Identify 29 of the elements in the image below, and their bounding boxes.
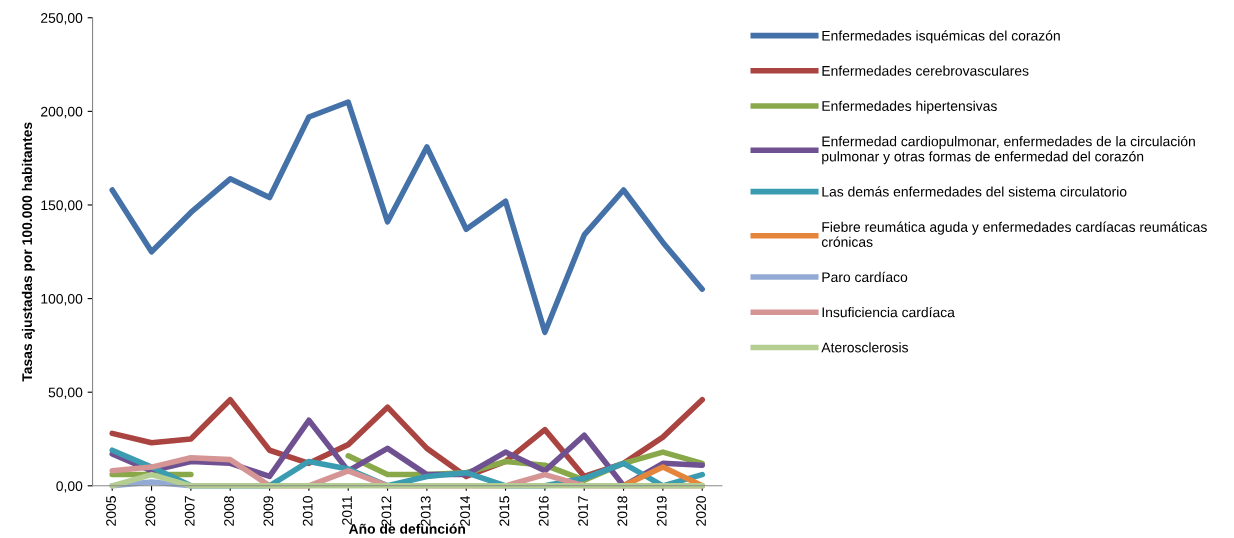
y-tick-label: 250,00 <box>41 13 83 25</box>
x-tick-label: 2005 <box>106 496 116 526</box>
legend-label: Enfermedades isquémicas del corazón <box>822 30 1060 44</box>
legend-label: Las demás enfermedades del sistema circulatorio <box>822 186 1127 197</box>
legend-label: Enfermedades cerebrovasculares <box>822 65 1029 76</box>
x-tick-label: 2015 <box>499 496 510 526</box>
y-tick-label: 100,00 <box>41 293 83 306</box>
y-tick-label: 50,00 <box>48 387 83 400</box>
x-tick-label: 2010 <box>302 496 313 526</box>
legend-label: Aterosclerosis <box>821 342 909 353</box>
x-tick-label: 2017 <box>578 496 588 526</box>
legend-label: Paro cardíaco <box>822 271 908 283</box>
y-tick-label: 200,00 <box>41 106 83 119</box>
x-tick-label: 2006 <box>145 496 156 526</box>
x-tick-label: 2016 <box>538 496 549 526</box>
y-axis-title: Tasas ajustadas por 100.000 habitantes <box>21 122 35 382</box>
legend-label: Enfermedad cardiopulmonar, enfermedades de la circulación pulmonar y otras formas de enfermedad del corazón <box>822 135 1195 165</box>
y-tick-label: 150,00 <box>41 200 83 212</box>
y-tick-label: 0,00 <box>56 481 83 493</box>
x-tick-label: 2018 <box>617 496 628 526</box>
x-tick-label: 2007 <box>184 496 195 526</box>
x-tick-label: 2020 <box>696 496 706 526</box>
x-tick-label: 2009 <box>263 496 274 526</box>
legend-label: Enfermedades hipertensivas <box>822 100 997 114</box>
legend-label: Fiebre reumática aguda y enfermedades cardíacas reumáticas crónicas <box>821 221 1207 247</box>
x-tick-label: 2019 <box>656 496 667 526</box>
legend-label: Insuficiencia cardíaca <box>822 306 955 318</box>
x-tick-label: 2011 <box>342 496 352 525</box>
x-tick-label: 2008 <box>224 496 234 526</box>
